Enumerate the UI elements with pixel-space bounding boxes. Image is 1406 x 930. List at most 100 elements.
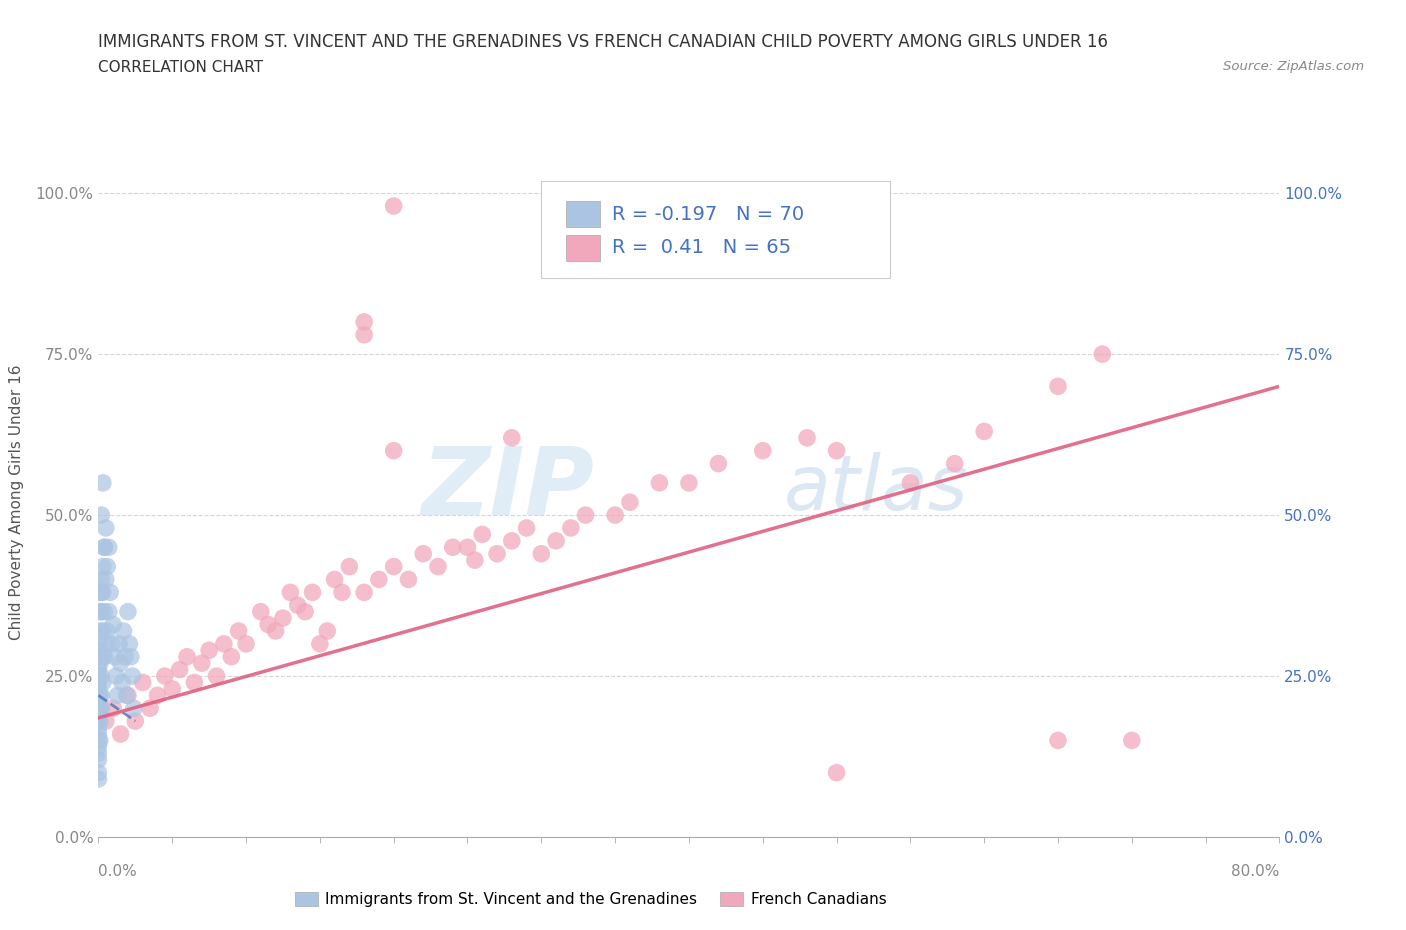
Point	[707, 456, 730, 471]
Point	[117, 688, 139, 703]
Point	[87, 682, 110, 697]
Point	[87, 643, 110, 658]
Point	[90, 604, 112, 619]
Point	[943, 456, 966, 471]
Point	[110, 726, 132, 741]
Point	[122, 701, 145, 716]
Point	[94, 713, 117, 728]
Point	[205, 669, 228, 684]
Point	[228, 623, 250, 638]
Point	[973, 424, 995, 439]
Point	[93, 539, 115, 554]
Point	[456, 539, 478, 554]
Point	[87, 669, 110, 684]
Point	[103, 701, 125, 716]
Point	[464, 552, 486, 567]
Point	[191, 656, 214, 671]
Point	[176, 649, 198, 664]
Point	[339, 559, 360, 574]
Point	[91, 559, 114, 574]
Point	[124, 713, 146, 728]
Point	[96, 623, 118, 638]
Point	[501, 431, 523, 445]
Text: CORRELATION CHART: CORRELATION CHART	[98, 60, 263, 75]
Point	[323, 572, 346, 587]
Point	[678, 475, 700, 490]
Point	[87, 675, 110, 690]
Point	[89, 701, 111, 716]
Point	[90, 572, 112, 587]
Point	[441, 539, 464, 554]
Point	[471, 527, 494, 542]
Point	[605, 508, 627, 523]
Point	[153, 669, 176, 684]
Point	[114, 649, 136, 664]
Point	[118, 636, 141, 651]
Point	[183, 675, 205, 690]
Point	[574, 508, 596, 523]
Point	[105, 669, 128, 684]
Point	[89, 733, 111, 748]
Point	[146, 688, 169, 703]
Point	[107, 688, 129, 703]
Point	[97, 604, 120, 619]
Text: 0.0%: 0.0%	[98, 864, 138, 879]
Point	[91, 585, 114, 600]
Point	[87, 765, 110, 780]
Point	[93, 649, 115, 664]
Point	[250, 604, 273, 619]
Point	[219, 649, 242, 664]
Point	[98, 585, 121, 600]
Point	[120, 649, 142, 664]
Point	[900, 475, 922, 490]
Point	[309, 636, 332, 651]
Point	[1121, 733, 1143, 748]
Point	[271, 611, 294, 626]
Text: IMMIGRANTS FROM ST. VINCENT AND THE GRENADINES VS FRENCH CANADIAN CHILD POVERTY : IMMIGRANTS FROM ST. VINCENT AND THE GREN…	[98, 33, 1108, 50]
Point	[751, 444, 773, 458]
Point	[110, 656, 132, 671]
Point	[87, 746, 110, 761]
Point	[87, 695, 110, 710]
Point	[112, 623, 135, 638]
Point	[368, 572, 391, 587]
Point	[91, 675, 114, 690]
Point	[501, 534, 523, 549]
Point	[546, 534, 568, 549]
Point	[90, 585, 112, 600]
Point	[139, 701, 162, 716]
Point	[235, 636, 257, 651]
Point	[162, 682, 183, 697]
Point	[825, 444, 848, 458]
Point	[560, 521, 582, 536]
Point	[108, 636, 131, 651]
Point	[91, 649, 114, 664]
Point	[96, 559, 118, 574]
Point	[87, 772, 110, 787]
Point	[87, 649, 110, 664]
Point	[90, 701, 112, 716]
Point	[198, 643, 221, 658]
Point	[294, 604, 316, 619]
Point	[825, 765, 848, 780]
Point	[382, 199, 405, 214]
Point	[121, 669, 143, 684]
Point	[530, 546, 553, 561]
Point	[353, 585, 375, 600]
Point	[100, 636, 122, 651]
Point	[301, 585, 323, 600]
Point	[97, 539, 120, 554]
Text: Source: ZipAtlas.com: Source: ZipAtlas.com	[1223, 60, 1364, 73]
Point	[89, 604, 111, 619]
Point	[89, 656, 111, 671]
Text: atlas: atlas	[783, 452, 967, 525]
Point	[93, 539, 115, 554]
Point	[87, 726, 110, 741]
Point	[396, 572, 419, 587]
Point	[89, 713, 111, 728]
Point	[94, 572, 117, 587]
FancyBboxPatch shape	[541, 180, 890, 278]
Point	[353, 327, 375, 342]
Point	[353, 314, 375, 329]
Point	[87, 739, 110, 754]
